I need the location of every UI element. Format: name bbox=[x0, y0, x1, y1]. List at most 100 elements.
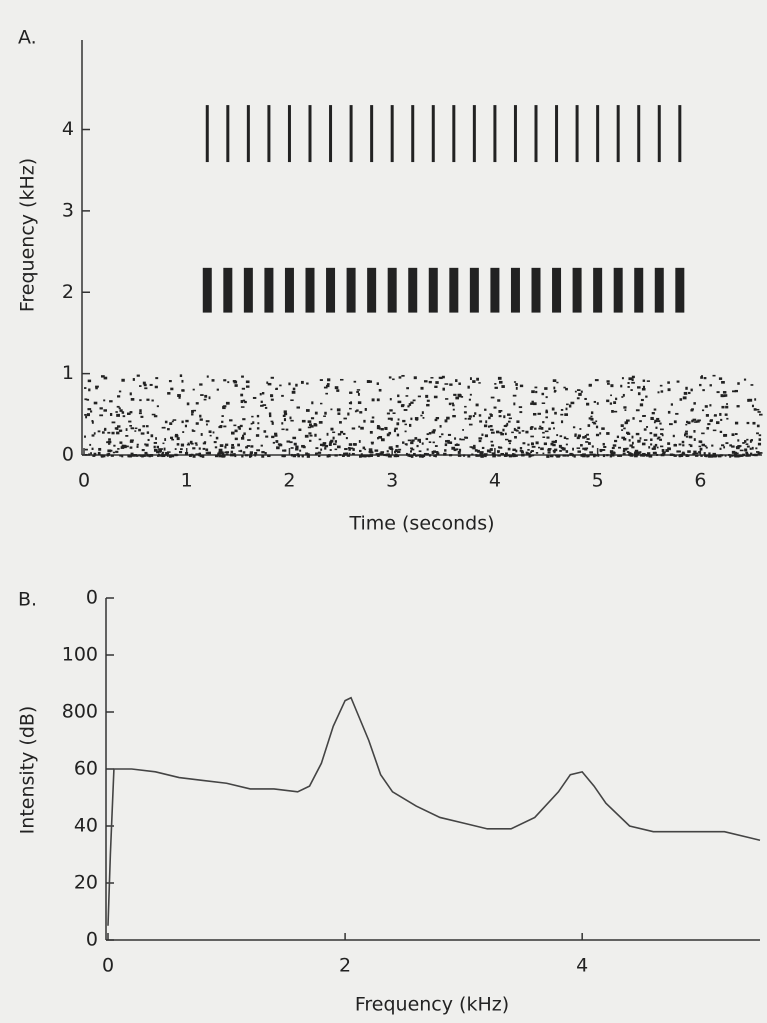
noise-dot bbox=[362, 446, 366, 450]
noise-dot bbox=[566, 403, 569, 406]
noise-dot bbox=[398, 376, 402, 379]
noise-dot bbox=[166, 454, 169, 457]
noise-dot bbox=[535, 452, 539, 454]
noise-dot bbox=[626, 451, 630, 453]
noise-dot bbox=[309, 434, 313, 437]
noise-dot bbox=[410, 401, 414, 404]
noise-dot bbox=[578, 392, 582, 396]
noise-dot bbox=[350, 401, 352, 405]
noise-dot bbox=[161, 453, 164, 455]
noise-dot bbox=[746, 421, 750, 425]
noise-dot bbox=[275, 440, 279, 443]
noise-dot bbox=[745, 451, 749, 454]
noise-dot bbox=[146, 431, 150, 434]
noise-dot bbox=[572, 447, 574, 451]
noise-dot bbox=[756, 408, 760, 411]
noise-dot bbox=[181, 379, 184, 383]
noise-dot bbox=[213, 441, 217, 444]
noise-dot bbox=[370, 441, 374, 444]
noise-dot bbox=[402, 441, 405, 444]
noise-dot bbox=[713, 414, 717, 417]
noise-dot bbox=[118, 407, 121, 410]
noise-dot bbox=[477, 454, 481, 457]
noise-dot bbox=[464, 436, 469, 439]
noise-dot bbox=[221, 420, 224, 423]
noise-dot bbox=[357, 401, 362, 405]
noise-dot bbox=[576, 389, 581, 392]
noise-dot bbox=[211, 379, 215, 382]
noise-dot bbox=[588, 383, 592, 387]
noise-dot bbox=[464, 417, 467, 420]
noise-dot bbox=[200, 433, 203, 436]
noise-dot bbox=[281, 422, 284, 425]
noise-dot bbox=[242, 434, 245, 438]
noise-dot bbox=[551, 440, 555, 443]
x-tick-label: 2 bbox=[283, 470, 295, 492]
noise-dot bbox=[754, 453, 758, 457]
noise-dot bbox=[323, 386, 328, 389]
noise-dot bbox=[255, 434, 260, 437]
noise-dot bbox=[660, 390, 664, 393]
noise-dot bbox=[721, 444, 725, 447]
noise-dot bbox=[642, 454, 645, 457]
noise-dot bbox=[195, 402, 199, 405]
noise-dot bbox=[481, 446, 485, 449]
noise-dot bbox=[691, 419, 694, 423]
noise-dot bbox=[378, 388, 382, 392]
noise-dot bbox=[514, 435, 517, 439]
noise-dot bbox=[153, 448, 158, 452]
noise-dot bbox=[368, 380, 373, 383]
noise-dot bbox=[121, 411, 125, 414]
noise-dot bbox=[679, 454, 684, 457]
noise-dot bbox=[202, 447, 206, 450]
noise-dot bbox=[103, 409, 107, 412]
noise-dot bbox=[656, 437, 660, 440]
noise-dot bbox=[146, 398, 150, 401]
noise-dot bbox=[589, 453, 594, 456]
noise-dot bbox=[446, 416, 450, 420]
noise-dot bbox=[503, 425, 508, 427]
noise-dot bbox=[709, 384, 712, 387]
noise-dot bbox=[422, 416, 425, 419]
noise-dot bbox=[139, 409, 142, 413]
noise-dot bbox=[186, 402, 190, 406]
noise-dot bbox=[106, 441, 109, 444]
noise-dot bbox=[192, 447, 196, 450]
noise-dot bbox=[741, 454, 744, 457]
noise-dot bbox=[307, 426, 312, 429]
noise-dot bbox=[736, 405, 740, 408]
noise-dot bbox=[410, 447, 414, 450]
noise-dot bbox=[461, 438, 465, 441]
noise-dot bbox=[371, 398, 375, 402]
noise-dot bbox=[540, 447, 544, 451]
noise-dot bbox=[420, 386, 424, 390]
noise-dot bbox=[498, 410, 502, 413]
syllable bbox=[387, 267, 397, 313]
noise-dot bbox=[416, 444, 419, 448]
noise-dot bbox=[329, 449, 332, 451]
noise-dot bbox=[166, 452, 170, 455]
noise-dot bbox=[395, 449, 398, 452]
y-tick-label: 100 bbox=[62, 644, 98, 666]
noise-dot bbox=[497, 454, 501, 457]
noise-dot bbox=[91, 434, 95, 437]
noise-dot bbox=[380, 453, 384, 456]
noise-dot bbox=[441, 375, 445, 379]
noise-dot bbox=[701, 443, 706, 447]
noise-dot bbox=[719, 454, 724, 457]
noise-dot bbox=[703, 377, 707, 380]
noise-dot bbox=[681, 452, 686, 455]
noise-dot bbox=[103, 399, 106, 402]
noise-dot bbox=[622, 437, 627, 441]
noise-dot bbox=[698, 451, 701, 454]
noise-dot bbox=[667, 388, 671, 392]
noise-dot bbox=[432, 450, 436, 453]
noise-dot bbox=[411, 439, 415, 442]
noise-dot bbox=[149, 383, 153, 386]
noise-dot bbox=[468, 398, 471, 401]
noise-dot bbox=[756, 424, 760, 428]
noise-dot bbox=[574, 390, 577, 393]
noise-dot bbox=[665, 449, 669, 452]
noise-dot bbox=[324, 411, 327, 415]
syllable bbox=[452, 105, 456, 163]
